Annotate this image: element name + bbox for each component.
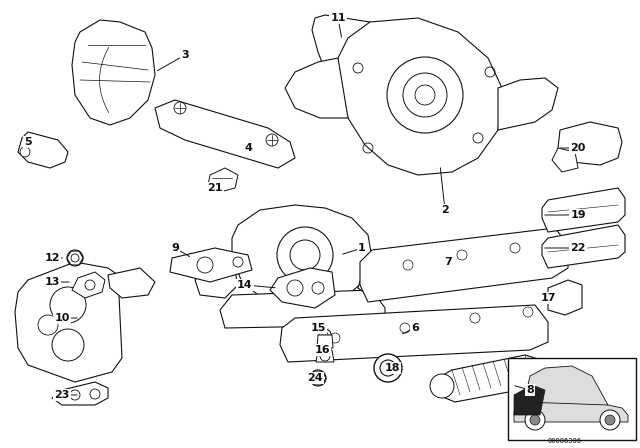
Circle shape: [312, 282, 324, 294]
Polygon shape: [317, 335, 333, 348]
Polygon shape: [498, 78, 558, 130]
Circle shape: [197, 257, 213, 273]
Circle shape: [71, 254, 79, 262]
Polygon shape: [514, 385, 545, 415]
Circle shape: [403, 73, 447, 117]
Polygon shape: [195, 258, 238, 298]
Text: 24: 24: [307, 373, 323, 383]
Polygon shape: [552, 148, 578, 172]
Circle shape: [322, 332, 328, 338]
Circle shape: [310, 370, 326, 386]
Circle shape: [287, 280, 303, 296]
Polygon shape: [338, 18, 502, 175]
Circle shape: [277, 227, 333, 283]
Circle shape: [290, 240, 320, 270]
Circle shape: [387, 57, 463, 133]
Text: 1: 1: [358, 243, 366, 253]
Text: 11: 11: [330, 13, 346, 23]
Circle shape: [415, 85, 435, 105]
Polygon shape: [108, 268, 155, 298]
Polygon shape: [542, 225, 625, 268]
Text: 7: 7: [444, 257, 452, 267]
Polygon shape: [285, 58, 348, 118]
Polygon shape: [52, 382, 108, 405]
Polygon shape: [220, 290, 385, 328]
Text: 21: 21: [207, 183, 223, 193]
Polygon shape: [208, 168, 238, 192]
Text: 16: 16: [314, 345, 330, 355]
Circle shape: [38, 315, 58, 335]
Circle shape: [20, 147, 30, 157]
Circle shape: [52, 329, 84, 361]
Polygon shape: [15, 262, 122, 382]
Text: 18: 18: [384, 363, 400, 373]
Circle shape: [605, 415, 615, 425]
Text: 2: 2: [441, 205, 449, 215]
Text: 10: 10: [54, 313, 70, 323]
Text: 20: 20: [570, 143, 586, 153]
Circle shape: [233, 257, 243, 267]
Polygon shape: [524, 366, 608, 405]
Polygon shape: [18, 132, 68, 168]
Text: 23: 23: [54, 390, 70, 400]
Polygon shape: [316, 350, 334, 362]
Text: 19: 19: [570, 210, 586, 220]
Polygon shape: [360, 228, 568, 302]
Polygon shape: [558, 122, 622, 165]
Polygon shape: [358, 255, 398, 300]
Text: 3: 3: [181, 50, 189, 60]
Polygon shape: [72, 20, 155, 125]
Polygon shape: [548, 280, 582, 315]
Polygon shape: [155, 100, 295, 168]
Text: 22: 22: [570, 243, 586, 253]
Polygon shape: [72, 272, 105, 298]
Circle shape: [319, 329, 331, 341]
Text: 00086306: 00086306: [548, 438, 582, 444]
Text: 14: 14: [237, 280, 253, 290]
Text: 5: 5: [24, 137, 32, 147]
Bar: [508, 358, 636, 440]
Circle shape: [90, 389, 100, 399]
Circle shape: [530, 415, 540, 425]
Polygon shape: [438, 355, 548, 402]
Text: 13: 13: [44, 277, 60, 287]
Circle shape: [67, 250, 83, 266]
Text: 17: 17: [540, 293, 556, 303]
Text: 12: 12: [44, 253, 60, 263]
Text: 9: 9: [171, 243, 179, 253]
Circle shape: [430, 374, 454, 398]
Circle shape: [85, 280, 95, 290]
Circle shape: [374, 354, 402, 382]
Polygon shape: [280, 305, 548, 362]
Polygon shape: [270, 268, 335, 308]
Text: 15: 15: [310, 323, 326, 333]
Text: 4: 4: [244, 143, 252, 153]
Text: 6: 6: [411, 323, 419, 333]
Circle shape: [380, 360, 396, 376]
Polygon shape: [170, 248, 252, 282]
Circle shape: [50, 287, 86, 323]
Polygon shape: [542, 188, 625, 232]
Polygon shape: [232, 205, 372, 308]
Circle shape: [525, 410, 545, 430]
Circle shape: [320, 351, 330, 361]
Polygon shape: [514, 388, 628, 422]
Circle shape: [384, 364, 392, 372]
Circle shape: [600, 410, 620, 430]
Text: 8: 8: [526, 385, 534, 395]
Circle shape: [70, 390, 80, 400]
Polygon shape: [312, 15, 385, 100]
